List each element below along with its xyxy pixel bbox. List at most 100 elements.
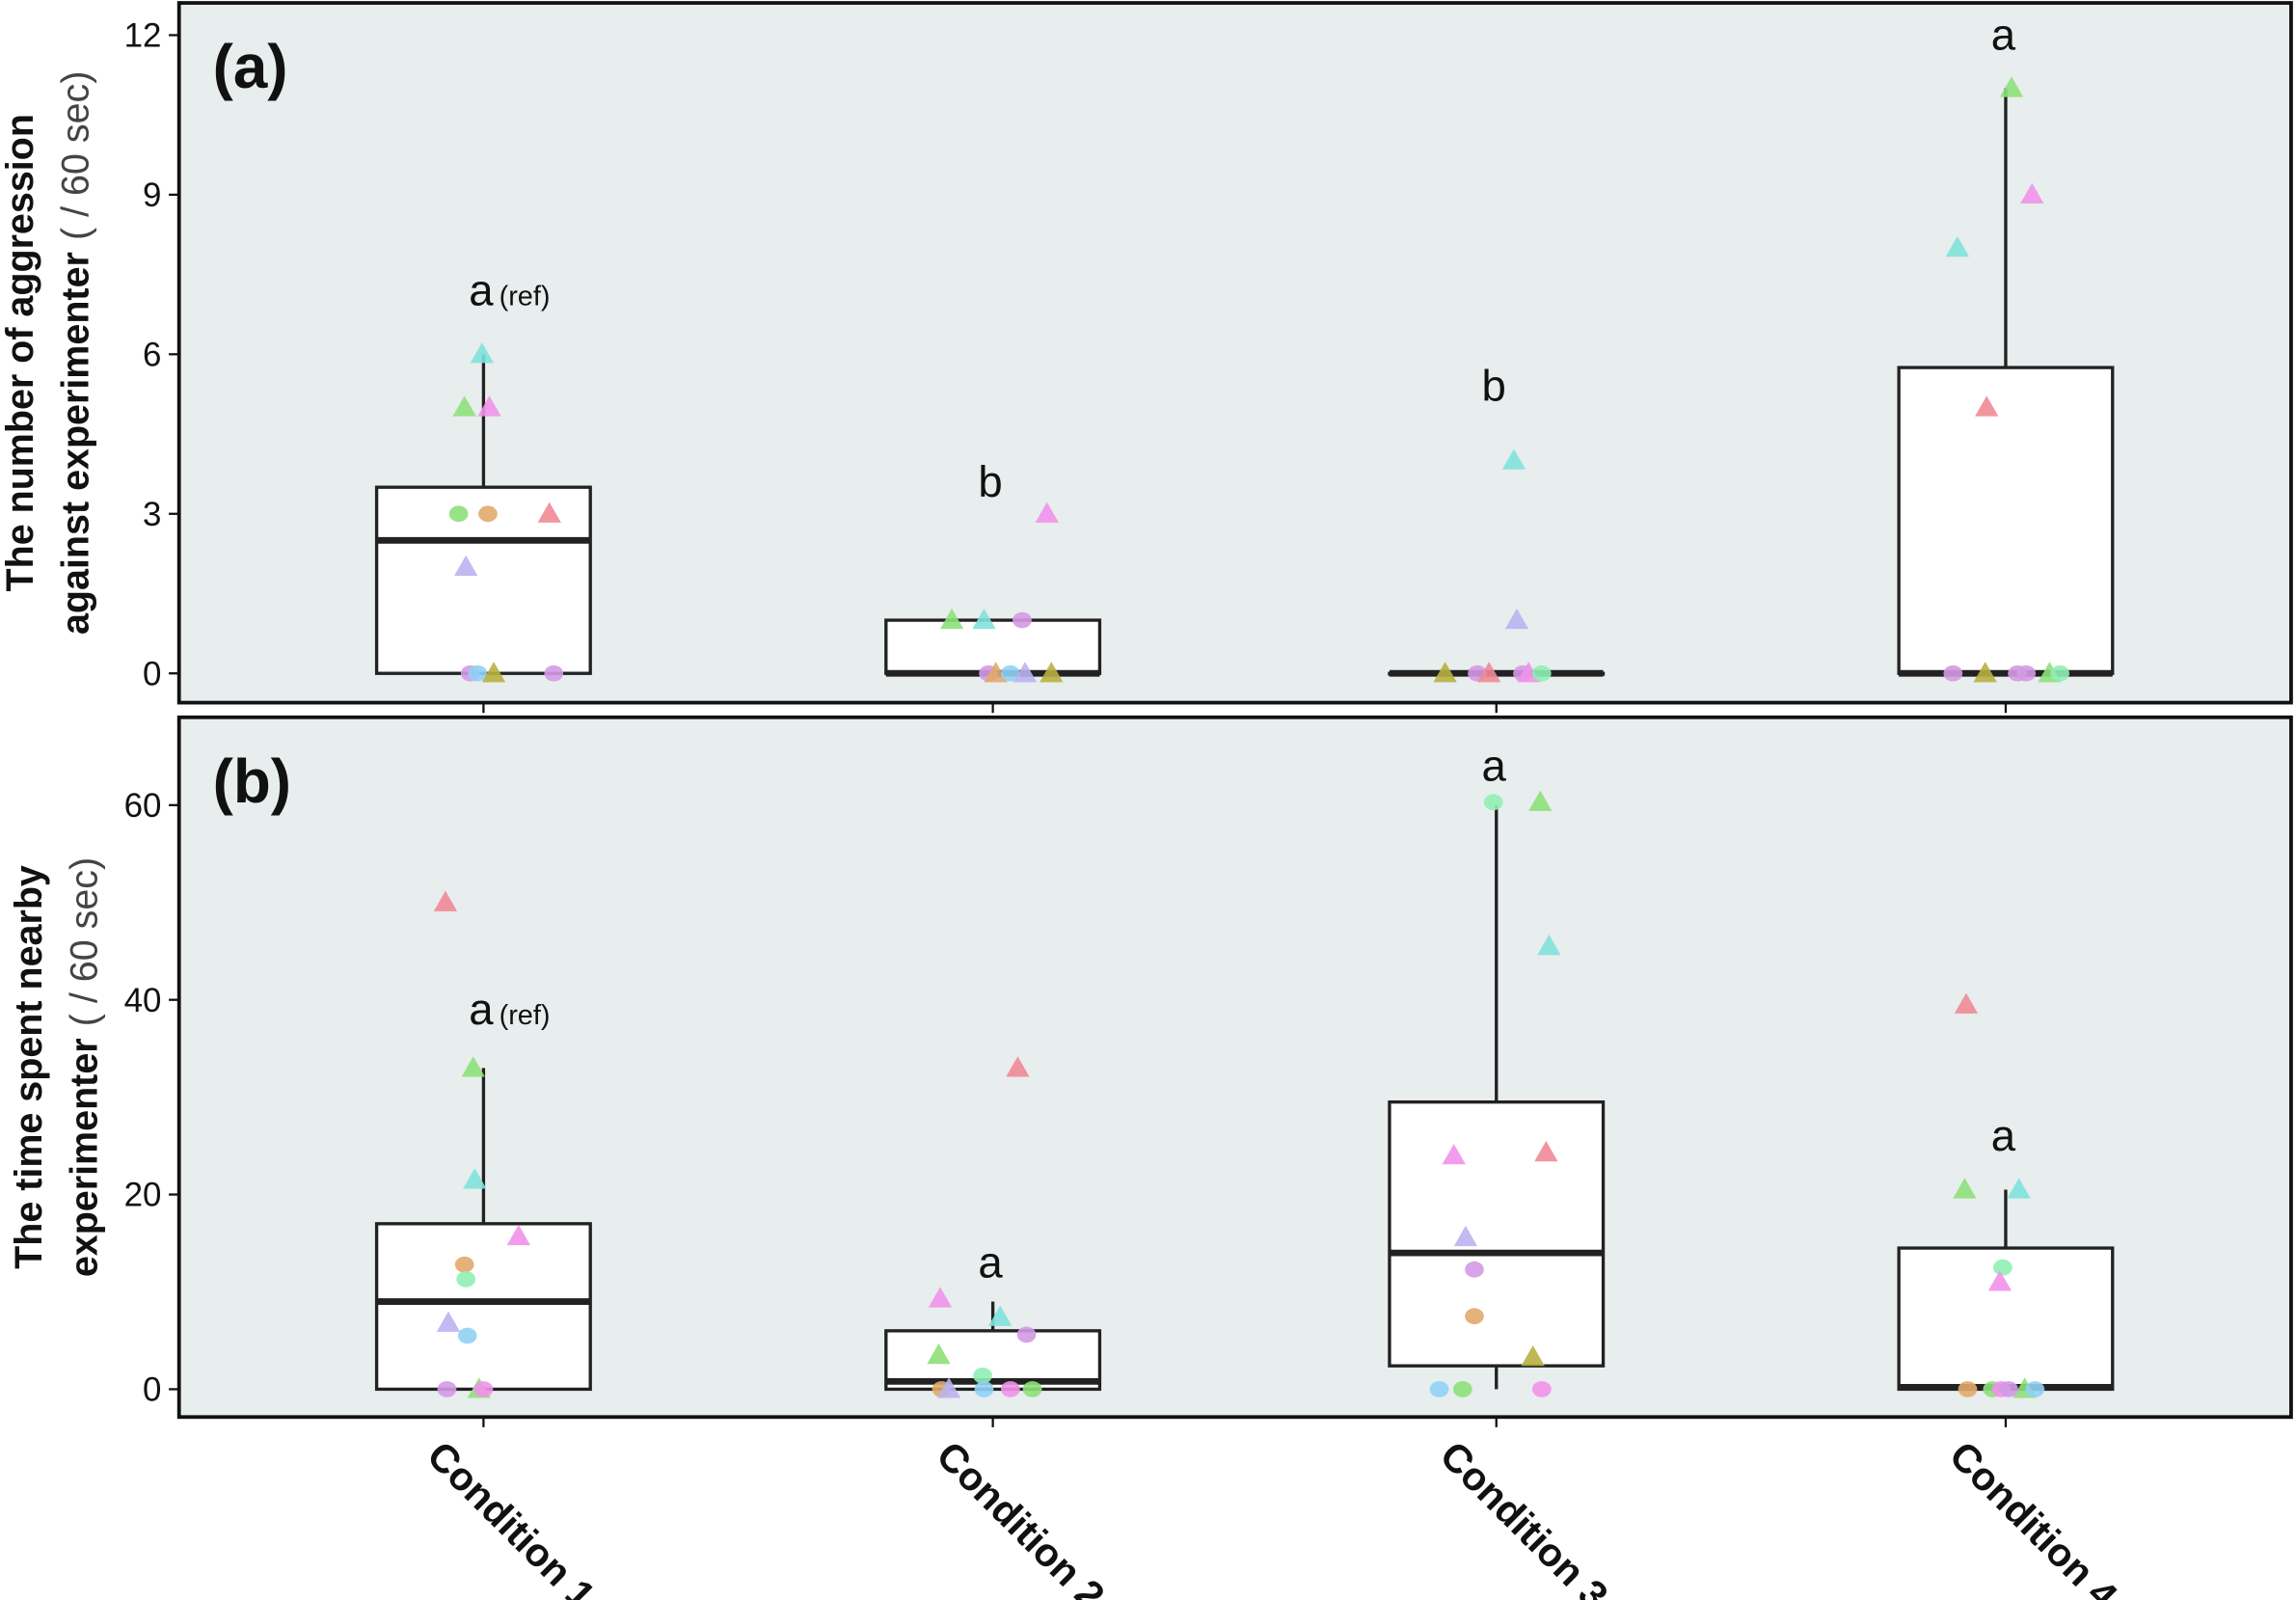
box-iqr: [1388, 1099, 1606, 1368]
data-point-triangle: [1999, 76, 2024, 97]
data-point-triangle: [506, 1224, 530, 1246]
data-point-triangle: [1035, 502, 1059, 523]
data-point-circle: [456, 1271, 476, 1288]
data-point-triangle: [1453, 1225, 1478, 1247]
significance-letter-text: a: [1482, 742, 1507, 791]
data-point-triangle: [436, 1311, 461, 1332]
data-point-triangle: [461, 1056, 485, 1077]
data-point-triangle: [452, 395, 476, 417]
data-point-triangle: [1006, 1056, 1030, 1077]
data-point-triangle: [1477, 662, 1501, 683]
panel-a: 0 3 6 9 12 The number of aggression against ex…: [0, 1, 2293, 714]
data-point-triangle: [433, 890, 458, 911]
y-tick-label: 6: [143, 336, 161, 373]
group-2: b: [884, 457, 1102, 714]
data-point-triangle: [1013, 662, 1038, 683]
y-tick-label: 60: [124, 787, 162, 825]
group-3: b: [1388, 362, 1606, 714]
data-point-circle: [1483, 794, 1503, 811]
data-point-triangle: [1973, 662, 1997, 683]
box-iqr: [884, 618, 1102, 675]
y-axis-title-line2: against experimenter ( / 60 sec): [55, 71, 97, 635]
data-point-circle: [544, 664, 564, 682]
data-point-circle: [1943, 664, 1963, 682]
data-point-triangle: [1953, 1178, 1977, 1199]
y-axis-title-bold: experimenter: [64, 1038, 106, 1277]
data-point-triangle: [470, 342, 495, 364]
data-point-circle: [1958, 1381, 1978, 1397]
data-point-circle: [1000, 664, 1020, 682]
data-point-circle: [2025, 1381, 2045, 1397]
significance-letter-text: a: [469, 265, 494, 314]
data-point-triangle: [972, 608, 996, 630]
significance-letter-text: b: [1482, 362, 1506, 411]
data-point-circle: [1465, 1261, 1484, 1278]
data-point-circle: [1465, 1308, 1484, 1325]
data-point-triangle: [1945, 235, 1970, 258]
data-point-circle: [1013, 611, 1032, 629]
y-tick-label: 12: [124, 17, 162, 55]
data-point-circle: [1452, 1381, 1472, 1397]
data-point-triangle: [1987, 1270, 2012, 1291]
x-category-label: Condition 1: [419, 1433, 604, 1600]
significance-letter: a: [978, 1237, 1003, 1287]
y-tick-label: 9: [143, 176, 161, 214]
data-point-triangle: [1521, 1344, 1545, 1367]
significance-letter-text: a: [1991, 1111, 2016, 1160]
y-axis-title-unit: ( / 60 sec): [64, 857, 106, 1026]
data-point-circle: [1531, 664, 1552, 682]
data-point-triangle: [928, 1287, 953, 1308]
box-iqr: [1897, 366, 2115, 675]
data-point-triangle: [1534, 1141, 1558, 1162]
data-point-triangle: [537, 502, 561, 523]
data-point-circle: [448, 505, 469, 523]
significance-letter: b: [978, 457, 1002, 506]
y-axis-title-line2: experimenter ( / 60 sec): [64, 857, 106, 1277]
y-tick-label: 0: [143, 655, 161, 692]
data-point-triangle: [1954, 992, 1979, 1014]
data-point-circle: [457, 1327, 477, 1344]
significance-letter: a: [1991, 11, 2016, 60]
data-point-circle: [973, 1367, 992, 1384]
data-point-circle: [1999, 1381, 2018, 1397]
data-point-circle: [478, 505, 498, 523]
significance-letter-text: a: [469, 985, 494, 1034]
data-point-circle: [1000, 1381, 1020, 1397]
y-tick-label: 3: [143, 496, 161, 533]
significance-letter: a (ref): [469, 985, 550, 1034]
y-axis-title-unit: ( / 60 sec): [55, 71, 97, 240]
data-point-triangle: [1504, 608, 1529, 630]
significance-letter: a: [1991, 1111, 2016, 1160]
data-point-triangle: [988, 1305, 1013, 1326]
data-point-circle: [974, 1381, 994, 1397]
data-point-circle: [2050, 664, 2069, 682]
y-axis-title-line1: The time spent nearby: [8, 865, 50, 1269]
data-point-triangle: [463, 1168, 487, 1189]
data-point-circle: [1429, 1381, 1449, 1397]
y-tick-label: 20: [124, 1177, 162, 1214]
panel-tag: (a): [213, 32, 288, 101]
significance-letter-text: b: [978, 457, 1002, 506]
data-point-circle: [1016, 1326, 1037, 1343]
y-tick-label: 0: [143, 1371, 161, 1409]
data-point-triangle: [984, 662, 1008, 683]
box-iqr: [374, 1222, 592, 1392]
data-point-circle: [468, 664, 488, 682]
panel-b: 0 20 40 60 The time spent nearby experimenter…: [8, 715, 2293, 1600]
data-point-triangle: [1537, 935, 1561, 956]
significance-letter-text: a: [1991, 11, 2016, 60]
y-tick-label: 40: [124, 982, 162, 1019]
significance-letter: b: [1482, 362, 1506, 411]
data-point-circle: [473, 1381, 494, 1397]
data-point-triangle: [1975, 395, 1999, 417]
data-point-circle: [454, 1256, 474, 1273]
x-category-label: Condition 3: [1432, 1433, 1617, 1600]
y-axis-title: The number of aggression: [0, 114, 41, 591]
data-point-triangle: [2020, 182, 2044, 203]
data-point-triangle: [1433, 662, 1457, 683]
group-3: a Condition 3: [1388, 742, 1617, 1600]
data-point-triangle: [2007, 1178, 2031, 1199]
data-point-triangle: [1528, 790, 1553, 811]
data-point-triangle: [927, 1342, 951, 1365]
